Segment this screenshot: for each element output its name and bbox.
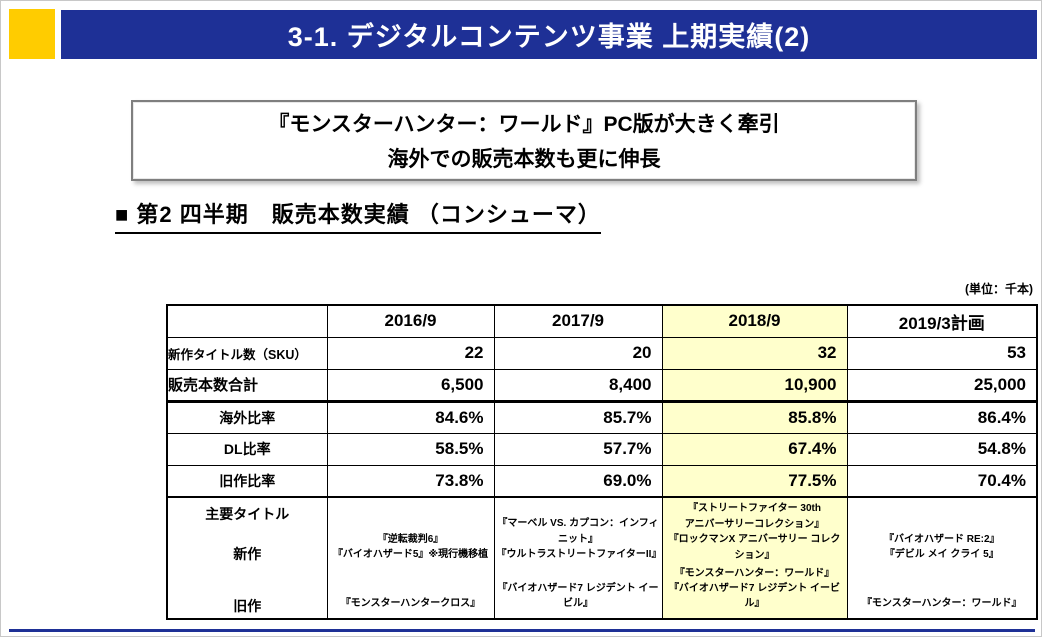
table-cell: 69.0% (493, 464, 663, 498)
table-cell: 32 (661, 336, 848, 370)
unit-note: (単位：千本) (965, 282, 1033, 296)
table-cell: 53 (846, 336, 1038, 370)
table-row-total: 販売本数合計 6,500 8,400 10,900 25,000 (166, 368, 1038, 403)
titles-cell-2017: 『マーベル VS. カプコン：インフィニット』 『ウルトラストリートファイターI… (493, 496, 663, 620)
table-cell: 85.8% (661, 400, 848, 434)
table-cell: 67.4% (661, 432, 848, 466)
new-titles-2017: 『マーベル VS. カプコン：インフィニット』 『ウルトラストリートファイターI… (496, 518, 662, 561)
old-titles-2017: 『バイオハザード7 レジデント イービル』 (497, 583, 659, 609)
headline-line2: 海外での販売本数も更に伸長 (387, 148, 661, 171)
table-cell: 86.4% (846, 400, 1038, 434)
titles-cell-2016: 『逆転裁判6』 『バイオハザード5』※現行機移植 『モンスターハンタークロス』 (326, 496, 495, 620)
major-titles-label: 主要タイトル (205, 506, 290, 522)
col-header-2017-9: 2017/9 (493, 304, 663, 338)
old-titles-2019plan: 『モンスターハンター：ワールド』 (861, 598, 1022, 609)
table-row-titles: 主要タイトル 新作 旧作 『逆転裁判6』 『バイオハザード5』※現行機移植 『モ… (166, 496, 1038, 620)
table-row-catalog-ratio: 旧作比率 73.8% 69.0% 77.5% 70.4% (166, 464, 1038, 498)
table-cell: 22 (326, 336, 495, 370)
new-titles-2016: 『逆転裁判6』 『バイオハザード5』※現行機移植 (332, 533, 489, 561)
row-label-overseas: 海外比率 (166, 400, 328, 434)
titles-label-cell: 主要タイトル 新作 旧作 (166, 496, 328, 620)
table-row-sku: 新作タイトル数（SKU） 22 20 32 53 (166, 336, 1038, 370)
table-cell: 77.5% (661, 464, 848, 498)
accent-square (9, 9, 55, 59)
table-cell: 54.8% (846, 432, 1038, 466)
titles-cell-2018: 『ストリートファイター 30th アニバーサリーコレクション』 『ロックマンX … (661, 496, 848, 620)
table-cell: 73.8% (326, 464, 495, 498)
table-cell: 25,000 (846, 368, 1038, 403)
old-titles-2016: 『モンスターハンタークロス』 (340, 598, 481, 609)
col-header-2018-9: 2018/9 (661, 304, 848, 338)
sales-table: 2016/9 2017/9 2018/9 2019/3計画 新作タイトル数（SK… (166, 304, 1038, 620)
table-cell: 8,400 (493, 368, 663, 403)
table-row-overseas-ratio: 海外比率 84.6% 85.7% 85.8% 86.4% (166, 400, 1038, 434)
new-titles-2019plan: 『バイオハザード RE:2』 『デビル メイ クライ 5』 (883, 533, 1000, 561)
table-cell: 84.6% (326, 400, 495, 434)
table-cell: 70.4% (846, 464, 1038, 498)
row-label-catalog: 旧作比率 (166, 464, 328, 498)
new-titles-2018: 『ストリートファイター 30th アニバーサリーコレクション』 『ロックマンX … (668, 503, 841, 561)
section-heading: ■ 第2 四半期 販売本数実績 （コンシューマ） (115, 197, 601, 234)
table-cell: 58.5% (326, 432, 495, 466)
title-bar: 3-1. デジタルコンテンツ事業 上期実績(2) (61, 10, 1037, 59)
titles-cell-2019plan: 『バイオハザード RE:2』 『デビル メイ クライ 5』 『モンスターハンター… (846, 496, 1038, 620)
old-titles-2018: 『モンスターハンター：ワールド』 『バイオハザード7 レジデント イービル』 (668, 568, 841, 609)
row-label-total: 販売本数合計 (166, 368, 328, 403)
table-cell: 57.7% (493, 432, 663, 466)
col-header-2019-3: 2019/3計画 (846, 304, 1038, 338)
table-row-dl-ratio: DL比率 58.5% 57.7% 67.4% 54.8% (166, 432, 1038, 466)
row-label-sku: 新作タイトル数（SKU） (166, 336, 328, 370)
table-cell: 6,500 (326, 368, 495, 403)
table-header-row: 2016/9 2017/9 2018/9 2019/3計画 (166, 304, 1038, 338)
bottom-divider (9, 629, 1035, 632)
page-title: 3-1. デジタルコンテンツ事業 上期実績(2) (287, 22, 811, 52)
headline-line1: 『モンスターハンター：ワールド』PC版が大きく牽引 (268, 113, 780, 136)
table-cell: 85.7% (493, 400, 663, 434)
col-header-2016-9: 2016/9 (326, 304, 495, 338)
old-titles-label: 旧作 (233, 598, 262, 614)
headline-box: 『モンスターハンター：ワールド』PC版が大きく牽引 海外での販売本数も更に伸長 (131, 100, 917, 181)
table-cell: 10,900 (661, 368, 848, 403)
row-label-dl: DL比率 (166, 432, 328, 466)
new-titles-label: 新作 (233, 546, 262, 562)
table-cell: 20 (493, 336, 663, 370)
corner-cell (166, 304, 328, 338)
